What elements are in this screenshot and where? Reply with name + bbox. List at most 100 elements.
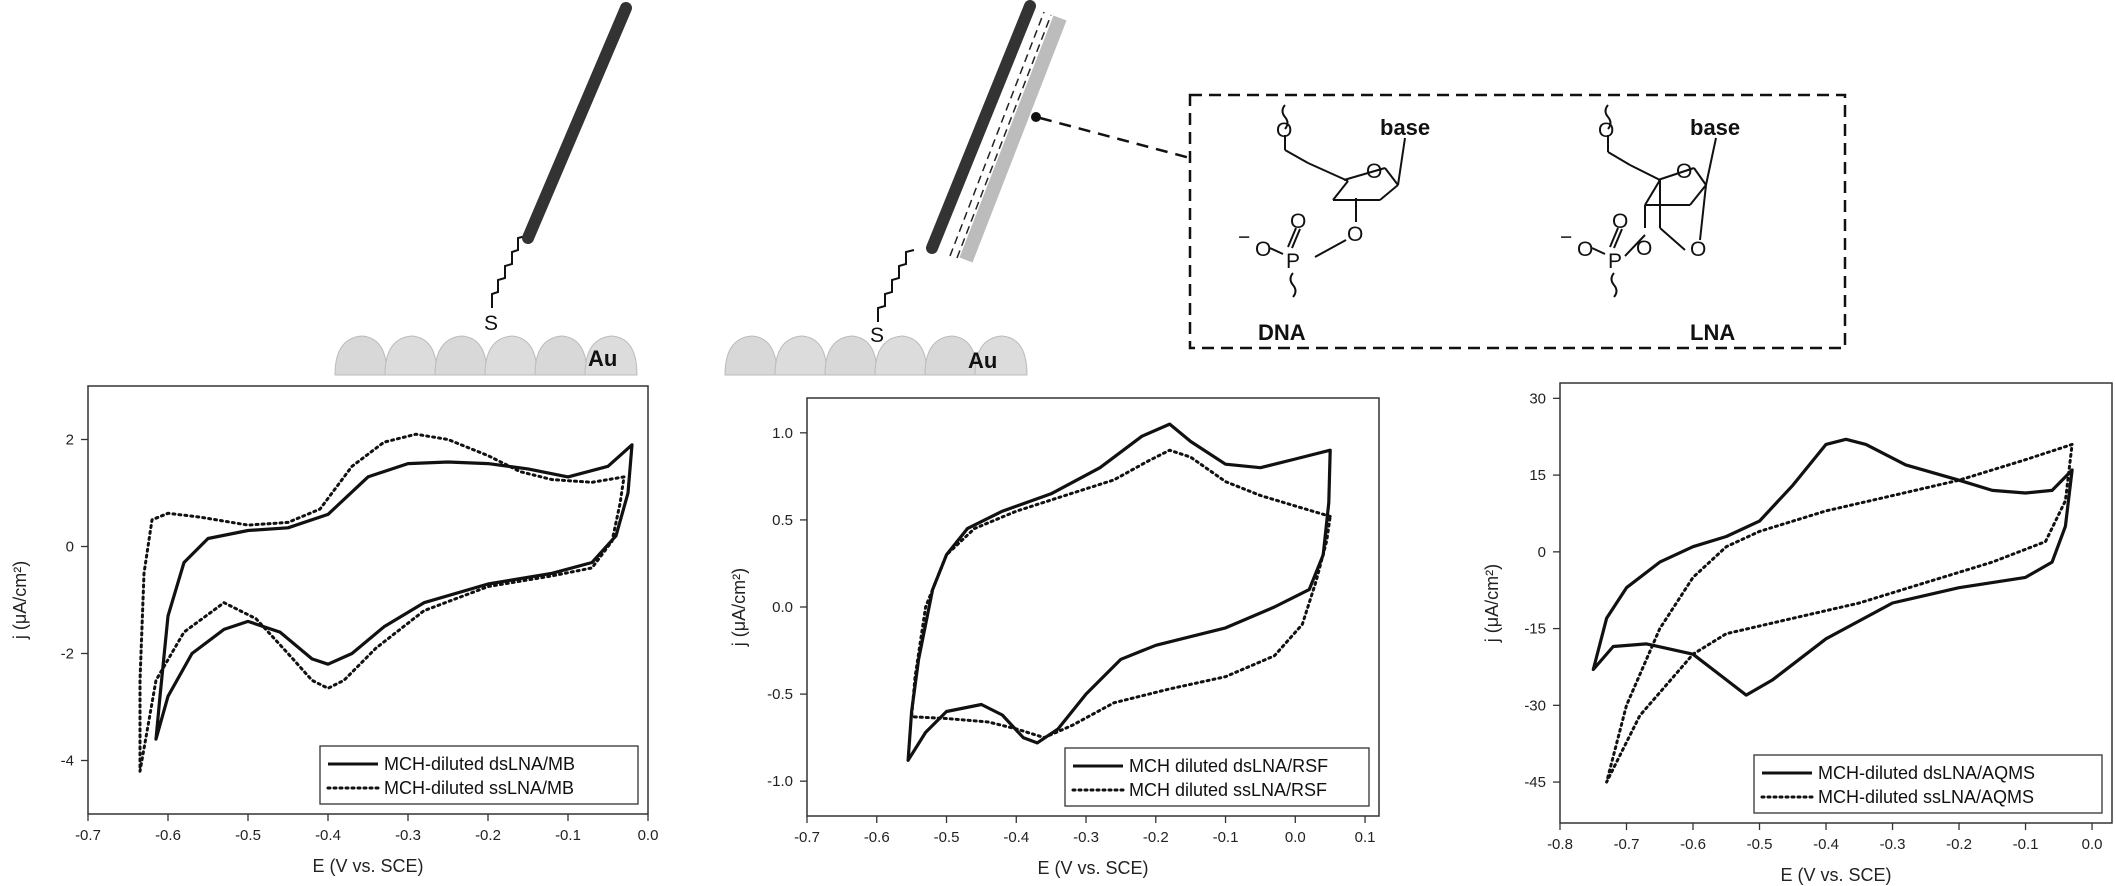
x-tick-label: -0.6 xyxy=(864,829,890,846)
y-axis-label: j (μA/cm²) xyxy=(10,561,30,640)
lna-o-minus-label: O xyxy=(1577,238,1593,261)
cv-series-ss xyxy=(910,448,1332,740)
y-tick-label: 2 xyxy=(66,432,74,449)
cv-panel-methylene-blue: -0.7 -0.6 -0.5 -0.4 -0.3 -0.2 -0.1 0.0 -4 -2 0 2 E (… xyxy=(10,385,659,876)
legend-entry: MCH-diluted dsLNA/AQMS xyxy=(1818,763,2035,783)
legend-entry: MCH-diluted ssLNA/AQMS xyxy=(1818,787,2034,807)
y-tick-label: 1.0 xyxy=(772,425,793,442)
y-tick-label: -0.5 xyxy=(767,686,793,703)
lna-o5-label: O xyxy=(1598,119,1614,142)
x-tick-label: -0.6 xyxy=(155,827,181,844)
x-tick-label: 0.0 xyxy=(638,827,659,844)
sulfur-label-1: S xyxy=(484,312,498,335)
lna-base-label: base xyxy=(1690,115,1740,140)
cv-series-ds xyxy=(906,422,1332,762)
y-tick-label: 0.5 xyxy=(772,512,793,529)
x-tick-label: 0.0 xyxy=(1285,829,1306,846)
schematic-ds-probe: Au S xyxy=(724,0,1191,376)
x-tick-label: -0.6 xyxy=(1680,836,1706,853)
lna-po-label: O xyxy=(1612,210,1628,233)
x-tick-label: -0.8 xyxy=(1547,836,1573,853)
y-tick-label: -4 xyxy=(61,753,74,770)
callout-dot xyxy=(1031,112,1041,122)
lna-label: LNA xyxy=(1690,320,1735,345)
x-tick-label: -0.1 xyxy=(1213,829,1239,846)
y-tick-label: 0.0 xyxy=(772,599,793,616)
x-tick-label: 0.1 xyxy=(1355,829,1376,846)
dna-o3-label: O xyxy=(1347,223,1363,246)
cv-series-ss xyxy=(138,432,626,773)
x-tick-label: -0.7 xyxy=(794,829,820,846)
legend-entry: MCH-diluted dsLNA/MB xyxy=(384,754,575,774)
y-tick-label: -2 xyxy=(61,646,74,663)
y-tick-label: -15 xyxy=(1524,621,1546,638)
x-tick-label: -0.1 xyxy=(2013,836,2039,853)
schematic-ss-probe: Au S xyxy=(334,2,638,376)
y-tick-label: -30 xyxy=(1524,697,1546,714)
inset-frame xyxy=(1188,93,1847,350)
lna-charge-label: − xyxy=(1560,226,1572,249)
lna-phos-label: P xyxy=(1608,250,1622,273)
x-tick-label: -0.4 xyxy=(315,827,341,844)
alkyl-linker-2 xyxy=(877,249,915,322)
y-tick-label: 30 xyxy=(1529,390,1546,407)
x-tick-label: -0.7 xyxy=(1614,836,1640,853)
legend-box xyxy=(319,745,639,805)
gold-surface-1 xyxy=(334,335,638,376)
x-tick-label: -0.2 xyxy=(1946,836,1972,853)
legend-entry: MCH diluted ssLNA/RSF xyxy=(1129,780,1327,800)
y-tick-label: -1.0 xyxy=(767,773,793,790)
cv-series-ds xyxy=(1591,437,2074,697)
x-tick-label: -0.3 xyxy=(1073,829,1099,846)
y-tick-label: 0 xyxy=(1538,544,1546,561)
cv-panel-aqms: -0.8 -0.7 -0.6 -0.5 -0.4 -0.3 -0.2 -0.1 0.0 -45 -3… xyxy=(1482,382,2113,885)
ss-probe-strand xyxy=(522,2,632,244)
x-tick-label: -0.3 xyxy=(1880,836,1906,853)
lna-ring-o-label: O xyxy=(1676,160,1692,183)
y-tick-label: 0 xyxy=(66,539,74,556)
dna-phos-label: P xyxy=(1286,250,1300,273)
duplex-dash-1 xyxy=(949,11,1045,257)
cv-series-ss xyxy=(1605,442,2074,784)
sulfur-label-2: S xyxy=(870,324,884,347)
y-axis-label: j (μA/cm²) xyxy=(729,568,749,647)
complement-strand xyxy=(959,15,1067,263)
x-tick-label: -0.3 xyxy=(395,827,421,844)
cv-panel-rsf: -0.7 -0.6 -0.5 -0.4 -0.3 -0.2 -0.1 0.0 0.1 -1.0 -0… xyxy=(729,397,1380,878)
gold-label-1: Au xyxy=(588,346,617,371)
dna-po-label: O xyxy=(1290,210,1306,233)
legend-box xyxy=(1064,747,1370,807)
cv-series-ds xyxy=(154,443,634,741)
lna-o3-label: O xyxy=(1636,237,1652,260)
legend-entry: MCH-diluted ssLNA/MB xyxy=(384,778,574,798)
x-tick-label: -0.5 xyxy=(235,827,261,844)
plot-frame xyxy=(87,385,649,815)
dna-base-label: base xyxy=(1380,115,1430,140)
legend-entry: MCH diluted dsLNA/RSF xyxy=(1129,756,1328,776)
gold-surface-2 xyxy=(724,335,1028,376)
duplex-dash-2 xyxy=(956,14,1052,259)
y-tick-label: 15 xyxy=(1529,467,1546,484)
y-axis-label: j (μA/cm²) xyxy=(1482,564,1502,643)
gold-label-2: Au xyxy=(968,348,997,373)
x-tick-label: -0.4 xyxy=(1003,829,1029,846)
lna-bridge-o-label: O xyxy=(1690,238,1706,261)
x-axis-label: E (V vs. SCE) xyxy=(1780,865,1891,885)
x-tick-label: -0.1 xyxy=(555,827,581,844)
y-tick-label: -45 xyxy=(1524,774,1546,791)
x-axis-label: E (V vs. SCE) xyxy=(1037,858,1148,878)
callout-line xyxy=(1039,116,1191,160)
x-tick-label: -0.7 xyxy=(75,827,101,844)
plot-frame xyxy=(1559,382,2113,824)
x-tick-label: 0.0 xyxy=(2082,836,2103,853)
x-axis-label: E (V vs. SCE) xyxy=(312,856,423,876)
alkyl-linker-1 xyxy=(491,235,527,308)
x-tick-label: -0.2 xyxy=(1143,829,1169,846)
dna-o-minus-label: O xyxy=(1255,238,1271,261)
dna-label: DNA xyxy=(1258,320,1306,345)
dna-ring-o-label: O xyxy=(1366,160,1382,183)
dna-charge-label: − xyxy=(1238,226,1250,249)
ds-probe-strand xyxy=(926,0,1036,254)
legend-box xyxy=(1753,754,2103,814)
